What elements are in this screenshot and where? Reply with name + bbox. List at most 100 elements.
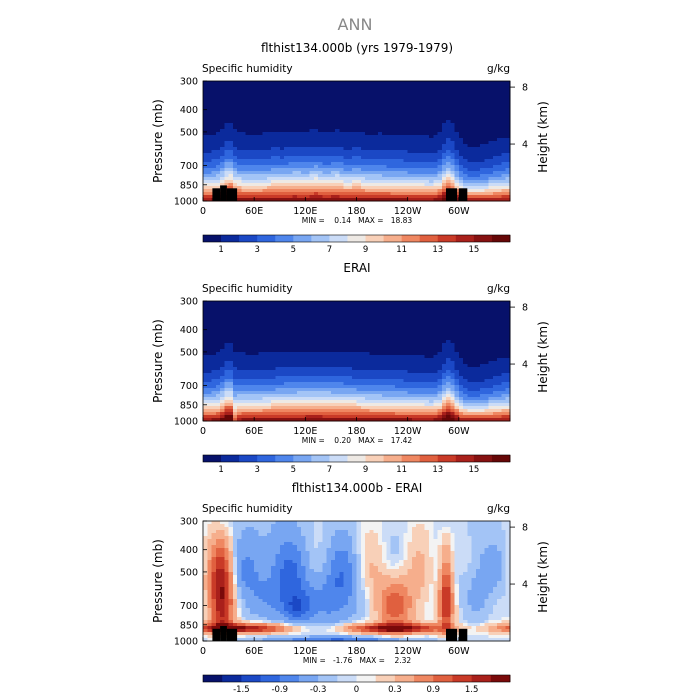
field-cell (326, 96, 332, 100)
field-cell (211, 165, 217, 169)
field-cell (428, 325, 434, 329)
field-cell (322, 168, 328, 172)
field-cell (390, 177, 396, 181)
field-cell (463, 87, 468, 91)
field-cell (258, 361, 264, 365)
field-cell (446, 355, 451, 359)
field-cell (318, 198, 323, 202)
field-cell (313, 123, 319, 127)
field-cell (411, 361, 417, 365)
field-cell (480, 307, 486, 311)
field-cell (322, 114, 328, 118)
field-cell (322, 159, 328, 163)
field-cell (403, 168, 409, 172)
field-cell (450, 159, 456, 163)
field-cell (313, 81, 319, 85)
field-cell (220, 129, 225, 133)
field-cell (301, 138, 306, 142)
field-cell (505, 334, 511, 338)
field-cell (254, 90, 260, 94)
field-cell (505, 153, 511, 157)
field-cell (266, 159, 272, 163)
field-cell (407, 108, 413, 112)
field-cell (352, 370, 358, 374)
field-cell (203, 379, 208, 383)
field-cell (266, 168, 272, 172)
field-cell (330, 186, 336, 190)
field-cell (433, 328, 439, 332)
field-cell (373, 382, 379, 386)
field-cell (369, 177, 375, 181)
field-cell (403, 370, 409, 374)
field-cell (211, 96, 217, 100)
field-cell (237, 180, 242, 184)
field-cell (254, 334, 260, 338)
field-cell (497, 322, 503, 326)
field-cell (488, 319, 494, 323)
field-cell (266, 310, 272, 314)
field-cell (365, 108, 370, 112)
field-cell (454, 141, 460, 145)
field-cell (305, 340, 311, 344)
variable-label: Specific humidity (202, 63, 293, 75)
field-cell (347, 123, 353, 127)
field-cell (424, 93, 430, 97)
field-cell (382, 343, 387, 347)
field-cell (382, 159, 387, 163)
field-cell (480, 198, 486, 202)
field-cell (394, 343, 400, 347)
field-cell (441, 343, 447, 347)
field-cell (284, 174, 289, 178)
field-cell (360, 322, 366, 326)
field-cell (232, 81, 238, 85)
field-cell (382, 117, 387, 121)
field-cell (313, 316, 319, 320)
field-cell (275, 316, 281, 320)
field-cell (411, 108, 417, 112)
field-cell (262, 301, 268, 305)
field-cell (390, 168, 396, 172)
field-cell (335, 373, 341, 377)
field-cell (382, 186, 387, 190)
field-cell (454, 316, 460, 320)
field-cell (463, 174, 468, 178)
field-cell (480, 81, 486, 85)
field-cell (275, 111, 281, 115)
field-cell (394, 117, 400, 121)
field-cell (313, 198, 319, 202)
field-cell (313, 84, 319, 88)
field-cell (254, 358, 260, 362)
field-cell (309, 81, 315, 85)
field-cell (343, 316, 349, 320)
field-cell (275, 379, 281, 383)
field-cell (271, 301, 277, 305)
field-cell (373, 376, 379, 380)
field-cell (288, 147, 294, 151)
field-cell (309, 370, 315, 374)
field-cell (326, 340, 332, 344)
field-cell (394, 358, 400, 362)
field-cell (249, 376, 255, 380)
field-cell (497, 331, 503, 335)
field-cell (284, 90, 289, 94)
field-cell (237, 346, 242, 350)
field-cell (292, 111, 298, 115)
colorbar-swatch (329, 235, 348, 242)
field-cell (288, 93, 294, 97)
field-cell (390, 361, 396, 365)
field-cell (458, 81, 464, 85)
field-cell (463, 99, 468, 103)
field-cell (377, 198, 383, 202)
field-cell (241, 135, 247, 139)
field-cell (416, 192, 422, 196)
field-cell (228, 331, 234, 335)
field-cell (296, 177, 302, 181)
field-cell (301, 337, 306, 341)
field-cell (284, 132, 289, 136)
field-cell (403, 117, 409, 121)
field-cell (475, 87, 481, 91)
field-cell (335, 96, 341, 100)
field-cell (207, 108, 213, 112)
field-cell (484, 198, 490, 202)
field-cell (497, 340, 503, 344)
